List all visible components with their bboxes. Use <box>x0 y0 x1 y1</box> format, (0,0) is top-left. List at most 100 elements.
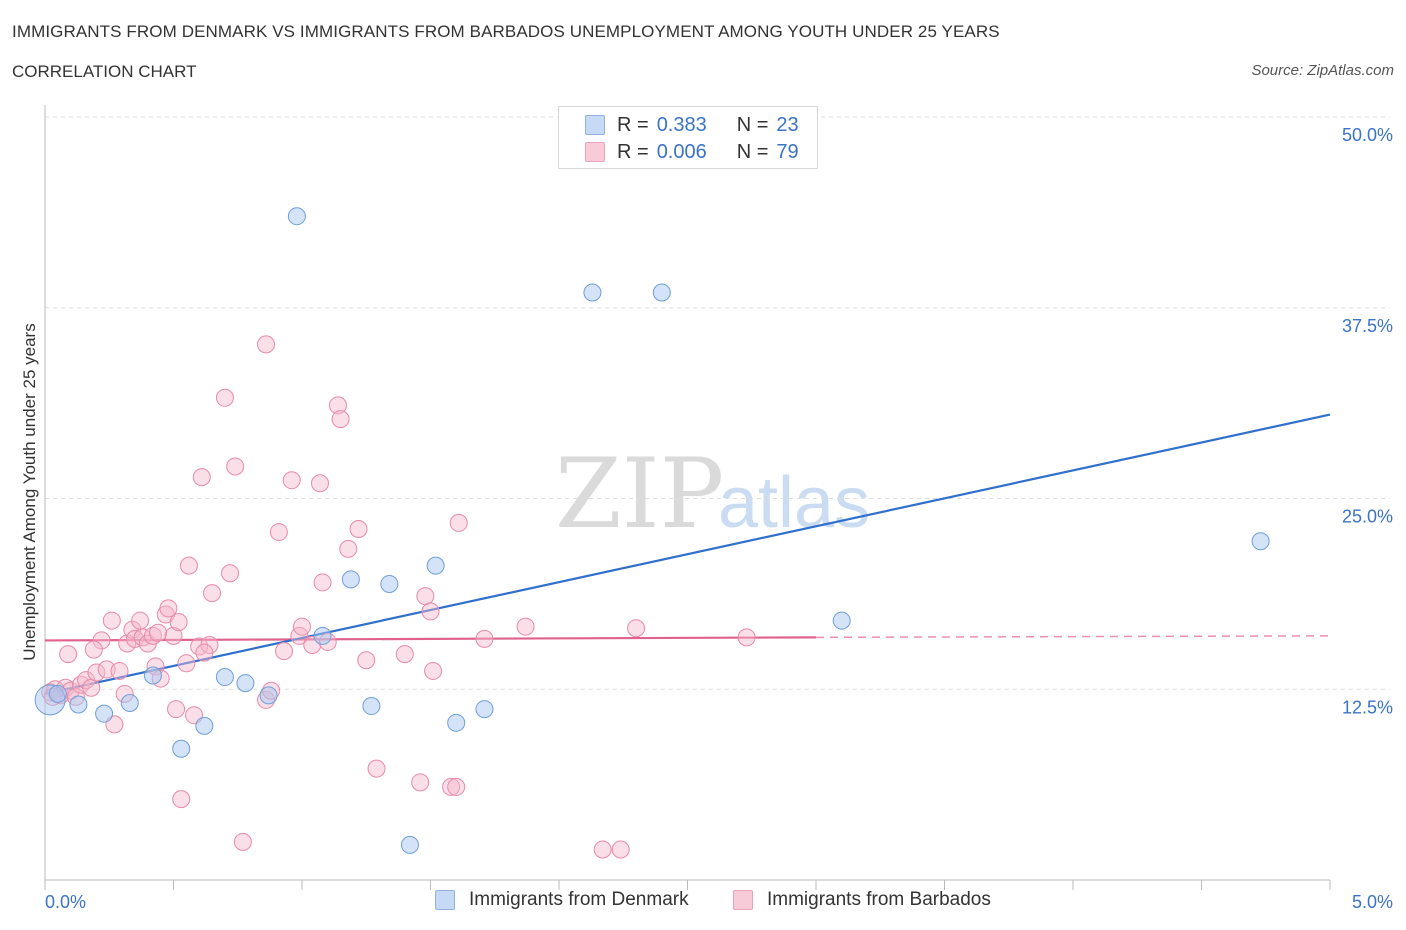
legend-n-label: N = <box>736 113 769 136</box>
barbados-trend-line-extension <box>815 635 1331 639</box>
barbados-point <box>233 832 252 851</box>
barbados-point <box>215 388 234 407</box>
y-tick-labels: 12.5% 25.0% 37.5% 50.0% <box>1342 125 1393 717</box>
barbados-point <box>339 539 358 558</box>
barbados-point <box>177 654 196 673</box>
barbados-point <box>357 651 376 670</box>
denmark-point <box>447 713 466 732</box>
legend-row-denmark: R = 0.383 N = 23 <box>585 113 799 137</box>
barbados-point <box>110 661 129 680</box>
bottom-legend-label-denmark: Immigrants from Denmark <box>469 889 689 910</box>
barbados-points <box>41 335 756 859</box>
barbados-point <box>82 678 101 697</box>
legend-swatch-barbados <box>585 142 605 162</box>
barbados-point <box>349 520 368 539</box>
legend-swatch-denmark <box>585 115 605 135</box>
barbados-point <box>282 471 301 490</box>
barbados-point <box>275 642 294 661</box>
denmark-point <box>95 704 114 723</box>
chart-subtitle: CORRELATION CHART <box>12 62 197 81</box>
bottom-legend-barbados: Immigrants from Barbados <box>733 889 991 911</box>
bottom-legend-swatch-barbados <box>733 890 753 910</box>
denmark-point <box>1251 532 1270 551</box>
watermark-zip: ZIP <box>555 438 724 550</box>
denmark-point <box>69 695 88 714</box>
denmark-point <box>172 739 191 758</box>
denmark-point <box>287 207 306 226</box>
barbados-point <box>475 629 494 648</box>
denmark-point <box>652 283 671 302</box>
source-label: Source: ZipAtlas.com <box>1251 62 1394 79</box>
chart-title: IMMIGRANTS FROM DENMARK VS IMMIGRANTS FR… <box>12 22 1000 41</box>
x-tick-labels: 0.0% 5.0% <box>45 892 1393 912</box>
legend-row-barbados: R = 0.006 N = 79 <box>585 140 799 164</box>
denmark-trend-line <box>44 413 1331 695</box>
denmark-point <box>48 684 67 703</box>
barbados-point <box>313 573 332 592</box>
barbados-point <box>92 631 111 650</box>
barbados-trend-line <box>44 636 817 642</box>
y-tick-label: 50.0% <box>1342 125 1393 145</box>
y-tick-label: 37.5% <box>1342 316 1393 336</box>
bottom-legend-denmark: Immigrants from Denmark <box>435 889 689 911</box>
barbados-point <box>367 759 386 778</box>
legend-r-label: R = <box>617 113 649 136</box>
barbados-point <box>131 611 150 630</box>
denmark-point <box>143 666 162 685</box>
barbados-point <box>203 584 222 603</box>
barbados-point <box>143 626 162 645</box>
barbados-point <box>737 628 756 647</box>
x-tick-label: 0.0% <box>45 892 86 912</box>
bottom-legend-label-barbados: Immigrants from Barbados <box>767 889 991 910</box>
barbados-point <box>192 468 211 487</box>
barbados-point <box>627 619 646 638</box>
bottom-legend-swatch-denmark <box>435 890 455 910</box>
barbados-point <box>328 396 347 415</box>
barbados-point <box>293 617 311 636</box>
denmark-points <box>34 207 1270 854</box>
barbados-point <box>169 613 188 632</box>
barbados-point <box>442 777 461 796</box>
barbados-point <box>167 700 186 719</box>
barbados-point <box>395 645 414 664</box>
legend-n-value: 79 <box>776 140 799 163</box>
legend-n-value: 23 <box>776 113 799 136</box>
y-tick-label: 12.5% <box>1342 697 1393 717</box>
legend-r-value: 0.383 <box>656 113 707 136</box>
barbados-point <box>172 790 191 809</box>
barbados-point <box>221 564 240 583</box>
barbados-point <box>449 513 468 532</box>
barbados-point <box>269 523 288 542</box>
barbados-point <box>84 640 103 659</box>
barbados-point <box>97 660 116 679</box>
barbados-point <box>593 840 612 859</box>
denmark-point <box>583 283 602 302</box>
legend-box: R = 0.383 N = 23 R = 0.006 N = 79 <box>558 106 818 169</box>
legend-n-label: N = <box>736 140 769 163</box>
barbados-point <box>310 474 329 493</box>
barbados-point <box>257 335 276 354</box>
trend-lines <box>44 413 1331 695</box>
barbados-point <box>424 661 443 680</box>
barbados-point <box>331 410 350 429</box>
denmark-point <box>475 700 494 719</box>
legend-r-label: R = <box>617 140 649 163</box>
barbados-point <box>421 602 440 621</box>
y-tick-label: 25.0% <box>1342 507 1393 527</box>
barbados-point <box>516 617 535 636</box>
barbados-point <box>195 643 214 662</box>
denmark-point <box>400 835 419 854</box>
y-axis-label: Unemployment Among Youth under 25 years <box>20 323 39 661</box>
barbados-point <box>87 663 106 682</box>
legend-r-value: 0.006 <box>656 140 707 163</box>
denmark-point <box>120 693 139 712</box>
denmark-point <box>236 674 255 693</box>
barbados-point <box>411 773 430 792</box>
barbados-point <box>159 599 178 618</box>
denmark-point <box>341 570 360 589</box>
denmark-point <box>426 556 445 575</box>
denmark-point <box>362 697 381 716</box>
barbados-point <box>226 457 245 476</box>
barbados-point <box>102 611 121 630</box>
